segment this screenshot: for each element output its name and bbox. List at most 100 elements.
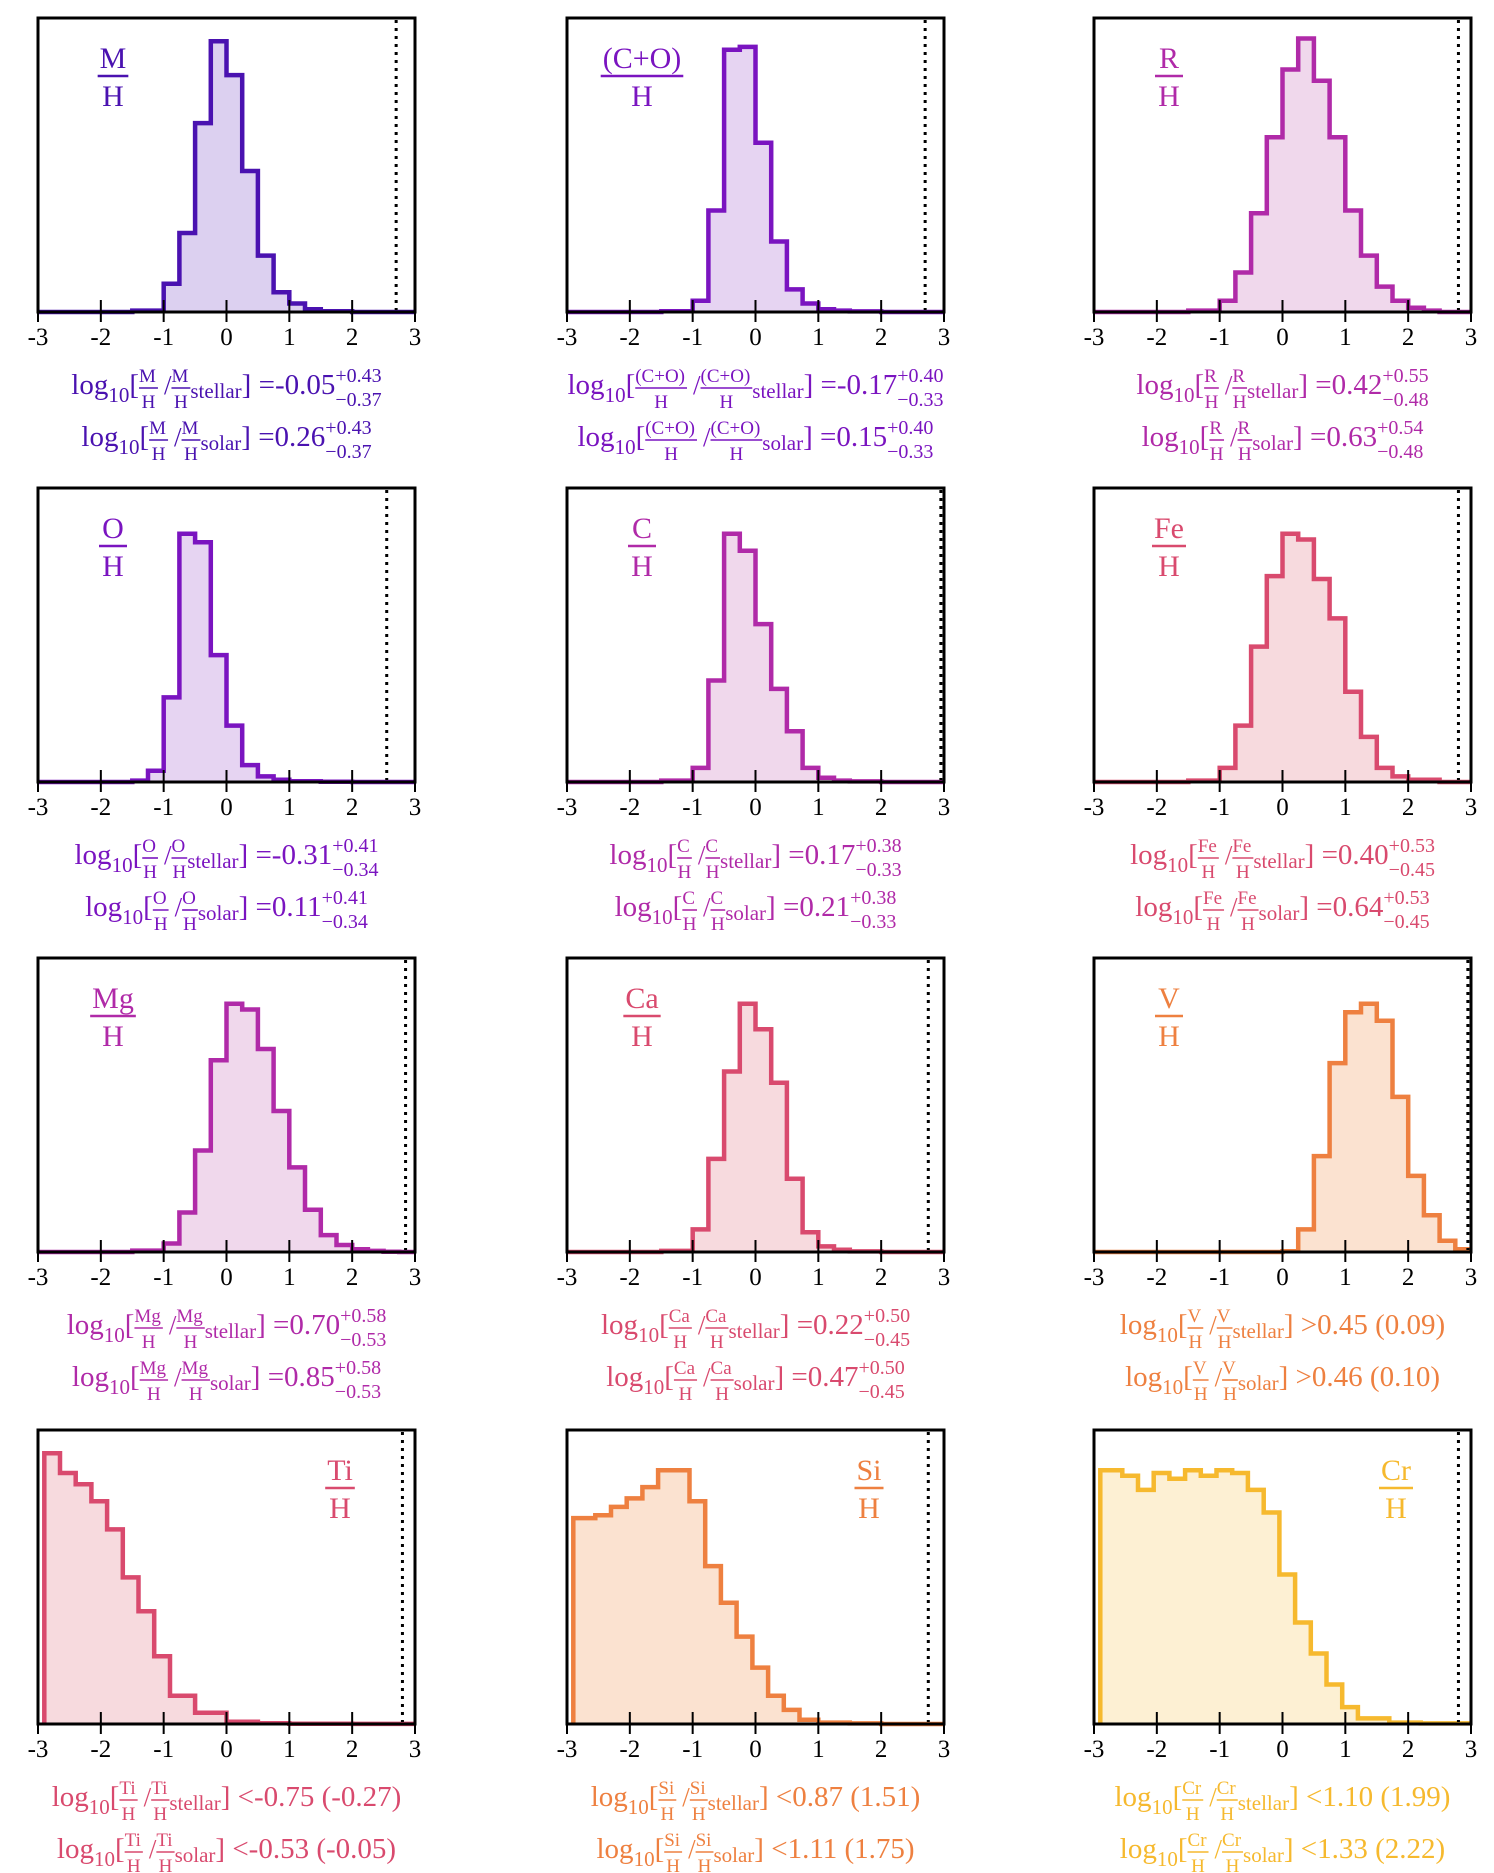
annotation-fraction-denominator: H [1205,392,1219,413]
annotation-log-base: 10 [638,1323,659,1347]
annotation-fraction-denominator: H [1210,444,1224,465]
histogram-bin [242,171,258,312]
solar-ratio-annotation: log 10[ CH/ CH solar ] = 0.21 +0.38−0.33 [615,887,897,935]
annotation-fraction-denominator: H [142,1332,156,1353]
element-label-denominator: H [102,550,124,583]
histogram-bin [708,1159,724,1252]
annotation-fraction-numerator: Cr [1217,1778,1237,1799]
x-tick-label: 3 [1465,324,1478,351]
annotation-divider: / [1209,1310,1217,1340]
histogram-bin [179,534,195,782]
x-tick-label: -1 [153,1264,174,1291]
annotation-upper-error: +0.41 [322,887,368,909]
solar-ratio-annotation: log 10[ VH/ VH solar ] > 0.46 (0.10) [1125,1358,1440,1405]
annotation-operator: ] = [241,421,274,453]
annotation-log-base: 10 [1152,1795,1173,1819]
x-tick-label: 3 [938,324,951,351]
annotation-log: log [1120,1309,1157,1341]
x-tick-label: -2 [619,324,640,351]
histogram-bin [1217,1470,1233,1724]
annotation-log-base: 10 [1167,853,1188,877]
annotation-operator: ] = [256,1309,289,1341]
annotation-open-bracket: [ [129,369,139,401]
annotation-upper-error: +0.53 [1383,887,1429,909]
histogram-bin [179,1213,195,1253]
histogram-bin [1330,137,1346,312]
annotation-open-bracket: [ [1200,421,1210,453]
histogram-bin [91,1501,107,1724]
annotation-lower-error: −0.34 [322,911,368,933]
histogram-bin [1267,137,1283,312]
x-tick-label: -3 [1084,324,1105,351]
x-tick-label: 3 [1465,794,1478,821]
annotation-lower-error: −0.34 [332,859,378,881]
histogram-bin [595,1515,611,1724]
annotation-fraction-denominator: H [1201,862,1215,883]
annotation-fraction-numerator: R [1232,366,1245,387]
annotation-reference-label: solar [1243,1843,1284,1867]
element-label-denominator: H [1385,1492,1407,1525]
stellar-ratio-annotation: log 10[ CrH/ CrH stellar ] < 1.10 (1.99) [1115,1778,1451,1825]
annotation-fraction-denominator: H [184,444,198,465]
x-tick-label: 3 [1465,1264,1478,1291]
annotation-operator: ] = [780,1309,813,1341]
annotation-operator: ] = [1305,839,1338,871]
histogram-bin [1345,692,1361,782]
annotation-fraction-numerator: Mg [182,1358,209,1379]
histogram-bin [756,143,772,312]
annotation-open-bracket: [ [1173,1781,1183,1813]
annotation-log-base: 10 [634,1847,655,1871]
annotation-log: log [52,1781,89,1813]
annotation-fraction-numerator: V [1217,1306,1231,1327]
annotation-log-base: 10 [104,1323,125,1347]
annotation-log: log [568,369,605,401]
annotation-open-bracket: [ [649,1781,659,1813]
x-tick-label: 0 [1276,1736,1289,1763]
histogram-bin [305,1210,321,1252]
annotation-reference-label: stellar [187,849,238,873]
x-tick-label: -3 [28,324,49,351]
annotation-fraction-numerator: (C+O) [711,418,761,439]
annotation-value: 1.11 (1.75) [788,1833,915,1865]
element-label-numerator: V [1158,982,1180,1015]
histogram-bin [803,1232,819,1252]
annotation-lower-error: −0.45 [1383,911,1429,933]
x-tick-label: -2 [1146,1736,1167,1763]
annotation-divider: / [174,422,182,452]
annotation-log: log [75,839,112,871]
annotation-fraction-numerator: Ti [151,1778,167,1799]
annotation-divider: / [1225,840,1233,870]
x-tick-label: 2 [875,1736,888,1763]
annotation-operator: ] > [1279,1361,1312,1393]
histogram-bin [258,256,274,312]
x-tick-label: 3 [938,1736,951,1763]
histogram-bin [724,50,740,312]
histogram-bin [642,1487,658,1724]
histogram-fill [38,41,415,313]
annotation-fraction-denominator: H [1186,1804,1200,1825]
annotation-lower-error: −0.37 [335,389,381,411]
x-tick-label: 3 [409,794,422,821]
histogram-fill [567,46,944,313]
x-tick-label: 0 [220,1264,233,1291]
annotation-fraction-numerator: V [1193,1358,1207,1379]
x-tick-label: 3 [938,794,951,821]
annotation-fraction-denominator: H [664,444,678,465]
annotation-fraction-numerator: R [1238,418,1251,439]
annotation-value: 0.63 [1326,421,1377,453]
x-tick-label: -2 [619,1264,640,1291]
annotation-value: -0.05 [275,369,335,401]
annotation-fraction-numerator: C [711,888,724,909]
annotation-upper-error: +0.50 [864,1305,910,1327]
annotation-log: log [606,1361,643,1393]
histogram-fill [1094,533,1471,782]
element-label-denominator: H [631,80,653,113]
histogram-bin [321,1235,337,1252]
x-tick-label: 1 [283,1264,296,1291]
annotation-fraction-numerator: V [1222,1358,1236,1379]
x-tick-label: -1 [153,794,174,821]
x-tick-label: 0 [749,1264,762,1291]
histogram-bin [274,292,290,312]
histogram-fill [1094,38,1471,312]
annotation-fraction-numerator: M [139,366,156,387]
